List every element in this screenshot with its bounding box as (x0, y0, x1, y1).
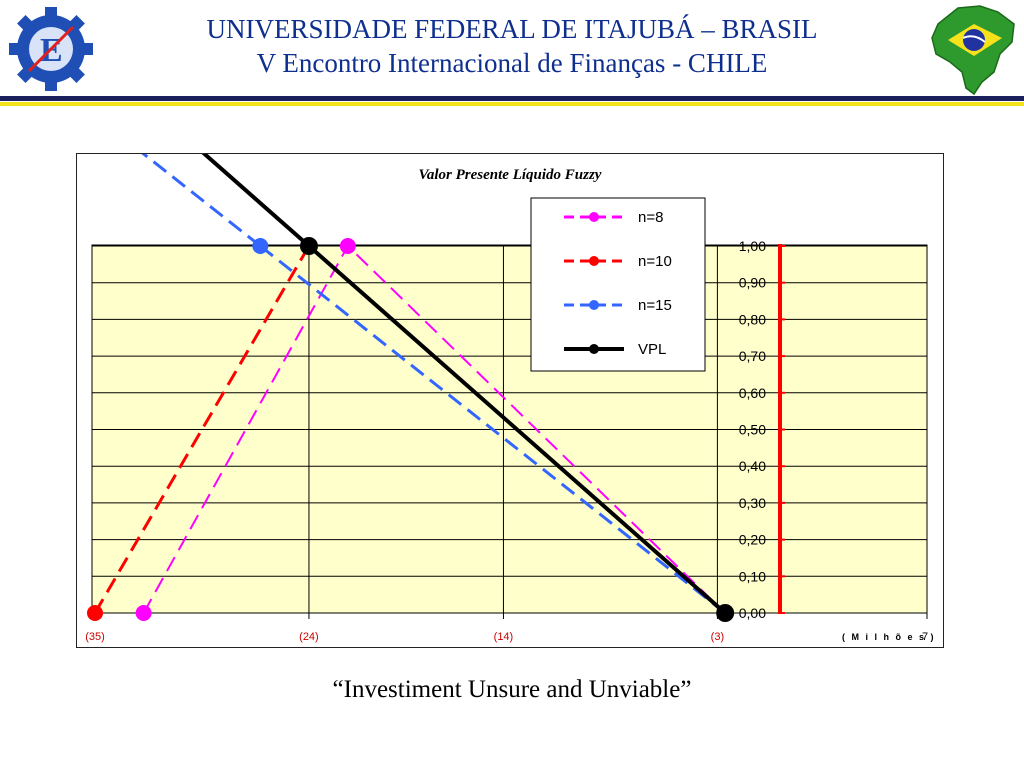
series-line-VPL (307, 244, 727, 615)
y-tick-label: 0,00 (739, 605, 766, 621)
data-point-n10 (87, 605, 103, 621)
x-tick-label: (3) (711, 631, 724, 643)
y-tick-label: 0,30 (739, 495, 766, 511)
x-extra-tick-label: 7 (922, 631, 928, 643)
header-title-event: V Encontro Internacional de Finanças - C… (256, 48, 768, 78)
y-tick-label: 1,00 (739, 238, 766, 254)
x-tick-label: (24) (299, 631, 319, 643)
legend-label-n10: n=10 (638, 253, 672, 270)
x-tick-label: (35) (85, 631, 105, 643)
vpl-fuzzy-chart: (35) (24) (14) (3) 0,00 0,10 0,20 0,30 0,40 0,50… (85, 154, 936, 643)
header-rule-navy (0, 96, 1024, 101)
legend-marker-n10 (589, 256, 599, 266)
y-tick-label: 0,50 (739, 422, 766, 438)
data-point-n8 (339, 238, 356, 254)
y-tick-label: 0,40 (739, 458, 766, 474)
y-tick-label: 0,80 (739, 311, 766, 327)
y-tick-label: 0,70 (739, 348, 766, 364)
y-axis: 0,00 0,10 0,20 0,30 0,40 0,50 0,60 0,70 0,80 0,90… (739, 238, 785, 621)
slide-caption: “Investiment Unsure and Unviable” (332, 676, 692, 703)
series-line-n15 (259, 244, 727, 615)
y-tick-label: 0,10 (739, 568, 766, 584)
data-point-n8 (135, 605, 152, 621)
series-line-extension (141, 154, 262, 248)
x-axis: (35) (24) (14) (3) (85, 612, 928, 643)
x-tick-label: (14) (494, 631, 514, 643)
header-rule-yellow (0, 102, 1024, 106)
legend-marker-VPL (589, 344, 599, 354)
legend-label-VPL: VPL (638, 341, 666, 358)
y-tick-label: 0,60 (739, 385, 766, 401)
legend: n=8 n=10 n=15 VPL (530, 197, 706, 372)
y-tick-label: 0,20 (739, 532, 766, 548)
university-gear-logo-icon: E (9, 7, 93, 91)
data-point-VPL (299, 237, 318, 255)
x-unit-label: ( M i l h õ e s ) (842, 632, 936, 642)
legend-marker-n8 (589, 212, 599, 222)
y-tick-label: 0,90 (739, 275, 766, 291)
data-point-n15 (252, 238, 269, 254)
data-point-VPL (716, 604, 735, 622)
chart-title: Valor Presente Líquido Fuzzy (419, 167, 602, 183)
header-title-university: UNIVERSIDADE FEDERAL DE ITAJUBÁ – BRASIL (206, 14, 818, 44)
series-lines (87, 154, 735, 622)
brazil-map-flag-icon (931, 5, 1015, 96)
legend-label-n15: n=15 (638, 297, 672, 314)
legend-label-n8: n=8 (638, 209, 663, 226)
series-line-extension (201, 154, 311, 248)
legend-marker-n15 (589, 300, 599, 310)
grid-lines (92, 245, 927, 613)
